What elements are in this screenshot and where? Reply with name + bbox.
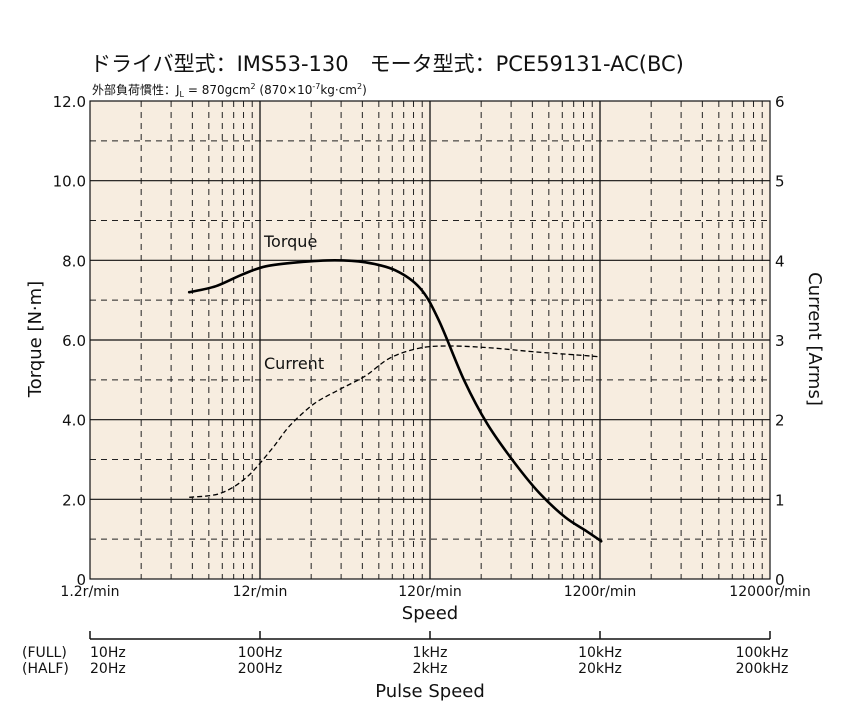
pulse-tick-full: 10Hz: [90, 645, 126, 661]
y-left-tick-label: 8.0: [62, 252, 86, 270]
inertia-prefix: 外部負荷慣性：J: [92, 82, 180, 97]
series-layer: [187, 258, 603, 543]
y-left-tick-label: 10.0: [53, 173, 86, 191]
x-tick-label: 1200r/min: [564, 584, 637, 600]
y-right-tick-label: 0: [775, 571, 785, 589]
pulse-tick-half: 20Hz: [90, 661, 126, 677]
y-right-tick-label: 5: [775, 173, 785, 191]
inertia-sup3: 2: [357, 82, 362, 91]
y-left-label: Torque [N·m]: [25, 281, 46, 398]
plot-frame: [89, 100, 771, 580]
y-left-tick-label: 12.0: [53, 93, 86, 111]
y-left-tick-label: 4.0: [62, 412, 86, 430]
pulse-tick-full: 1kHz: [413, 645, 448, 661]
y-left-tick-label: 0: [76, 571, 86, 589]
torque-line: [187, 258, 603, 543]
inertia-paren: (870×10: [256, 83, 313, 97]
y-right-tick-label: 3: [775, 332, 785, 350]
y-left-tick-label: 2.0: [62, 491, 86, 509]
pulse-tick-full: 100Hz: [238, 645, 283, 661]
inertia-sup2: -7: [312, 82, 320, 91]
inertia-sup1: 2: [251, 82, 256, 91]
chart-title: ドライバ型式：IMS53-130 モータ型式：PCE59131-AC(BC): [90, 52, 684, 76]
pulse-axis-label: Pulse Speed: [375, 681, 485, 702]
pulse-half-prefix: (HALF): [22, 661, 69, 677]
pulse-tick-half: 20kHz: [578, 661, 622, 677]
y-left-tick-label: 6.0: [62, 332, 86, 350]
grid-major: [90, 101, 770, 579]
pulse-tick-full: 10kHz: [578, 645, 622, 661]
current-annotation: Current: [264, 354, 324, 373]
x-label: Speed: [402, 603, 458, 624]
x-tick-label: 12000r/min: [729, 584, 810, 600]
inertia-unit: kg·cm: [320, 83, 357, 97]
y-right-tick-label: 1: [775, 491, 785, 509]
x-tick-label: 120r/min: [398, 584, 462, 600]
y-right-tick-label: 2: [775, 412, 785, 430]
pulse-tick-half: 200Hz: [238, 661, 283, 677]
x-tick-label: 1.2r/min: [60, 584, 119, 600]
y-right-tick-label: 6: [775, 93, 785, 111]
inertia-note: 外部負荷慣性：JL = 870gcm2 (870×10-7kg·cm2): [92, 82, 367, 99]
inertia-sub: L: [180, 90, 185, 99]
pulse-tick-half: 200kHz: [736, 661, 789, 677]
inertia-close: ): [362, 83, 367, 97]
pulse-full-prefix: (FULL): [22, 645, 67, 661]
y-right-tick-label: 4: [775, 252, 785, 270]
y-left-ticks: 0 2.0 4.0 6.0 8.0 10.0 12.0: [53, 93, 86, 589]
x-tick-label: 12r/min: [233, 584, 288, 600]
inertia-value: = 870gcm: [184, 83, 251, 97]
pulse-tick-full: 100kHz: [736, 645, 789, 661]
y-right-ticks: 0 1 2 3 4 5 6: [775, 93, 785, 589]
current-line: [189, 345, 599, 498]
x-ticks: 1.2r/min 12r/min 120r/min 1200r/min 12000r/m…: [60, 584, 810, 600]
pulse-tick-half: 2kHz: [413, 661, 448, 677]
y-right-label: Current [Arms]: [804, 272, 825, 406]
torque-annotation: Torque: [263, 232, 317, 251]
